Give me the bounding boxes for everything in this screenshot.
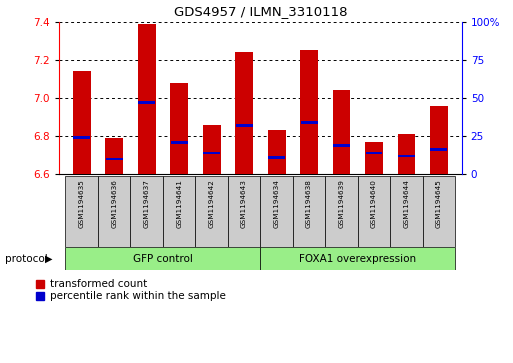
Text: GSM1194644: GSM1194644 xyxy=(404,179,409,228)
Text: GSM1194640: GSM1194640 xyxy=(371,179,377,228)
Text: GSM1194635: GSM1194635 xyxy=(78,179,85,228)
Legend: transformed count, percentile rank within the sample: transformed count, percentile rank withi… xyxy=(36,279,225,301)
Text: GSM1194636: GSM1194636 xyxy=(111,179,117,228)
Bar xyxy=(203,125,221,174)
Text: GSM1194641: GSM1194641 xyxy=(176,179,182,228)
Title: GDS4957 / ILMN_3310118: GDS4957 / ILMN_3310118 xyxy=(173,5,347,18)
Bar xyxy=(98,176,130,247)
Text: GSM1194643: GSM1194643 xyxy=(241,179,247,228)
Bar xyxy=(358,176,390,247)
Text: FOXA1 overexpression: FOXA1 overexpression xyxy=(299,254,417,264)
Text: ▶: ▶ xyxy=(45,254,52,264)
Text: GSM1194638: GSM1194638 xyxy=(306,179,312,228)
Bar xyxy=(261,247,455,270)
Bar xyxy=(138,101,155,104)
Text: GSM1194634: GSM1194634 xyxy=(273,179,280,228)
Bar xyxy=(106,158,123,160)
Bar xyxy=(365,142,383,174)
Bar xyxy=(366,151,383,154)
Bar xyxy=(73,72,91,174)
Bar xyxy=(325,176,358,247)
Bar xyxy=(130,176,163,247)
Bar xyxy=(171,141,188,144)
Bar xyxy=(390,176,423,247)
Bar xyxy=(203,151,220,154)
Bar xyxy=(66,247,261,270)
Bar xyxy=(235,124,252,127)
Text: protocol: protocol xyxy=(5,254,48,264)
Bar xyxy=(195,176,228,247)
Bar xyxy=(333,144,350,147)
Bar xyxy=(430,148,447,151)
Bar xyxy=(268,156,285,159)
Text: GSM1194642: GSM1194642 xyxy=(209,179,214,228)
Bar xyxy=(170,83,188,174)
Text: GFP control: GFP control xyxy=(133,254,193,264)
Bar xyxy=(398,134,416,174)
Bar xyxy=(332,90,350,174)
Bar xyxy=(301,121,318,124)
Bar xyxy=(228,176,261,247)
Bar xyxy=(430,106,448,174)
Bar xyxy=(73,136,90,139)
Bar xyxy=(235,52,253,174)
Bar xyxy=(261,176,293,247)
Bar xyxy=(293,176,325,247)
Bar xyxy=(268,130,286,174)
Bar xyxy=(66,176,98,247)
Bar xyxy=(138,24,155,174)
Text: GSM1194645: GSM1194645 xyxy=(436,179,442,228)
Text: GSM1194639: GSM1194639 xyxy=(339,179,345,228)
Bar xyxy=(163,176,195,247)
Bar xyxy=(423,176,455,247)
Text: GSM1194637: GSM1194637 xyxy=(144,179,150,228)
Bar xyxy=(105,138,123,174)
Bar xyxy=(300,50,318,174)
Bar xyxy=(398,155,415,157)
